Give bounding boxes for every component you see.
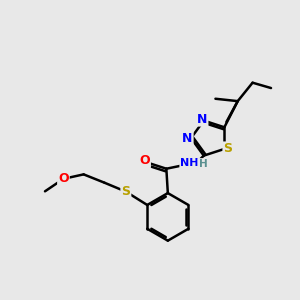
Text: O: O xyxy=(139,154,150,167)
Text: O: O xyxy=(58,172,69,185)
Text: S: S xyxy=(224,142,232,155)
Text: N: N xyxy=(197,112,208,126)
Text: H: H xyxy=(199,159,207,169)
Text: S: S xyxy=(121,185,130,198)
Text: N: N xyxy=(182,132,193,145)
Text: NH: NH xyxy=(180,158,199,168)
